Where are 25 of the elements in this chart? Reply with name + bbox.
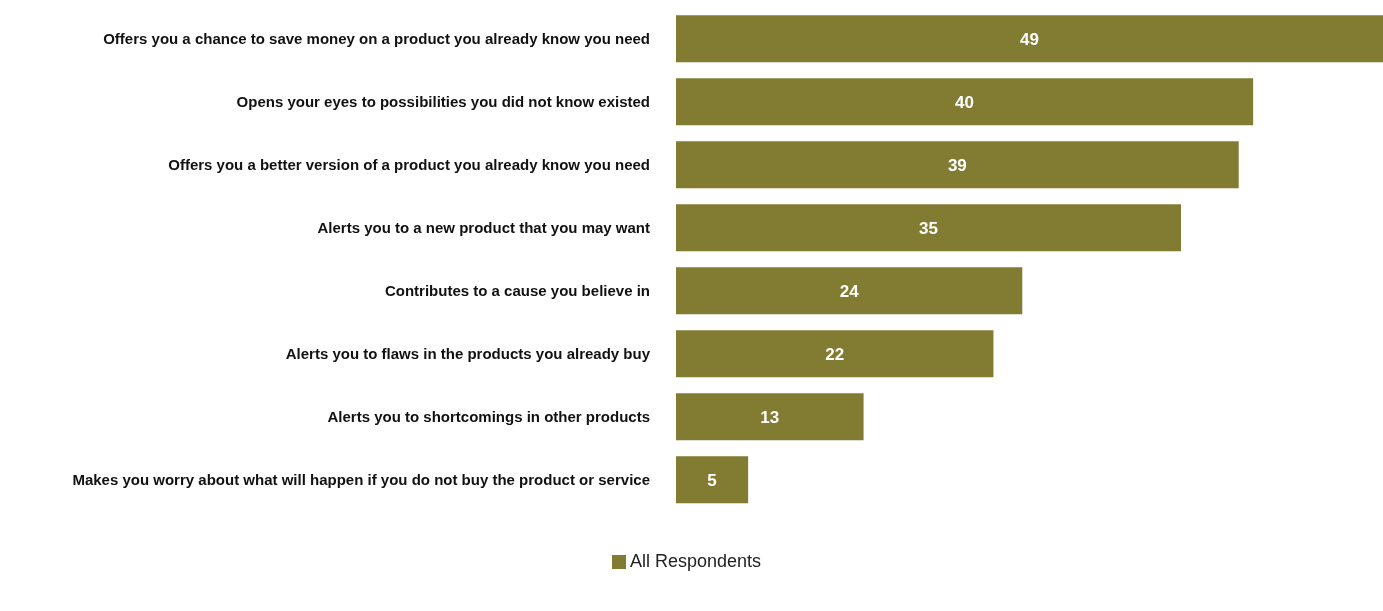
- bar: [676, 15, 1383, 63]
- data-label: 24: [839, 281, 860, 301]
- data-label: 40: [955, 92, 975, 112]
- legend-label: All Respondents: [629, 551, 762, 571]
- bar: [676, 393, 864, 441]
- y-tick-label: Offers you a better version of a product you already know you need: [168, 155, 650, 173]
- y-tick-label: Offers you a chance to save money on a product you already know you need: [103, 29, 650, 47]
- bar: [676, 456, 749, 504]
- bar: [676, 204, 1181, 252]
- y-tick-label: Alerts you to flaws in the products you already buy: [285, 344, 651, 362]
- y-tick-label: Alerts you to a new product that you may want: [317, 218, 650, 236]
- data-label: 35: [919, 218, 938, 238]
- y-tick-label: Contributes to a cause you believe in: [384, 281, 650, 299]
- y-tick-label: Makes you worry about what will happen if you do not buy the product or service: [72, 470, 650, 488]
- data-label: 5: [707, 470, 717, 490]
- y-tick-label: Alerts you to shortcomings in other products: [327, 407, 650, 425]
- data-label: 13: [760, 407, 780, 427]
- data-label: 49: [1020, 29, 1039, 49]
- bar: [676, 330, 994, 378]
- y-tick-label: Opens your eyes to possibilities you did not know existed: [236, 92, 650, 110]
- bar: [676, 141, 1239, 189]
- data-label: 22: [825, 344, 845, 364]
- data-label: 39: [947, 155, 967, 175]
- bar: [676, 267, 1023, 315]
- bar: [676, 78, 1254, 126]
